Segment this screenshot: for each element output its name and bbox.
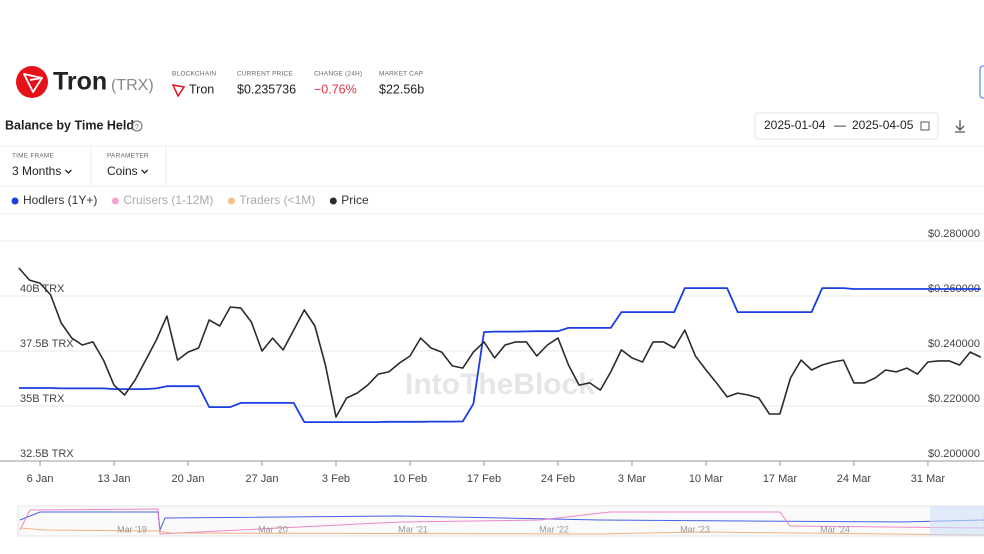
control-label: TIME FRAME — [12, 153, 55, 160]
y2-tick-label: $0.240000 — [928, 338, 980, 350]
help-mark: ? — [135, 124, 139, 131]
coin-ticker: (TRX) — [111, 77, 154, 94]
x-tick-label: 3 Mar — [618, 473, 646, 485]
legend-label[interactable]: Traders (<1M) — [239, 193, 315, 207]
navigator-line — [19, 508, 984, 535]
legend-swatch[interactable] — [11, 197, 19, 205]
x-tick-label: 24 Mar — [837, 473, 872, 485]
x-tick-label: 3 Feb — [322, 473, 350, 485]
control-value[interactable]: Coins — [107, 164, 138, 178]
x-tick-label: 10 Feb — [393, 473, 427, 485]
control-value[interactable]: 3 Months — [12, 164, 61, 178]
y2-tick-label: $0.200000 — [928, 448, 980, 460]
date-end: 2025-04-05 — [852, 118, 914, 132]
y-tick-label: 37.5B TRX — [20, 338, 74, 350]
x-tick-label: 31 Mar — [911, 473, 946, 485]
navigator-label: Mar '24 — [820, 524, 850, 534]
logo — [16, 66, 48, 98]
x-tick-label: 13 Jan — [98, 473, 131, 485]
stat-value: Tron — [189, 82, 214, 96]
x-tick-label: 20 Jan — [172, 473, 205, 485]
date-start: 2025-01-04 — [764, 118, 826, 132]
y-tick-label: 32.5B TRX — [20, 448, 74, 460]
legend-swatch[interactable] — [227, 197, 235, 205]
dropdown-caret — [64, 169, 72, 174]
x-tick-label: 10 Mar — [689, 473, 724, 485]
calendar-icon — [920, 121, 930, 131]
series-line — [18, 267, 982, 418]
navigator-label: Mar '21 — [398, 524, 428, 534]
x-tick-label: 24 Feb — [541, 473, 575, 485]
stat-label: CURRENT PRICE — [237, 71, 293, 78]
chain-icon — [171, 84, 186, 98]
x-tick-label: 17 Mar — [763, 473, 798, 485]
y-tick-label: 40B TRX — [20, 283, 65, 295]
x-tick-label: 6 Jan — [27, 473, 54, 485]
legend-label[interactable]: Hodlers (1Y+) — [23, 193, 97, 207]
navigator-label: Mar '23 — [680, 524, 710, 534]
date-range[interactable] — [754, 112, 939, 140]
date-separator: — — [834, 118, 846, 132]
stat-value: $22.56b — [379, 82, 424, 96]
navigator-window[interactable] — [930, 506, 984, 536]
navigator-label: Mar '20 — [258, 524, 288, 534]
button-edge[interactable] — [979, 65, 984, 99]
legend-swatch[interactable] — [111, 197, 119, 205]
stat-value: −0.76% — [314, 82, 357, 96]
coin-name: Tron — [53, 68, 107, 96]
control-label: PARAMETER — [107, 153, 149, 160]
panel-title: Balance by Time Held — [5, 118, 134, 132]
navigator-label: Mar '22 — [539, 524, 569, 534]
stat-label: MARKET CAP — [379, 71, 423, 78]
watermark: IntoTheBlock — [405, 368, 595, 401]
dropdown-caret — [141, 169, 149, 174]
legend-label[interactable]: Price — [341, 193, 369, 207]
stat-label: CHANGE (24H) — [314, 71, 362, 78]
x-tick-label: 27 Jan — [245, 473, 278, 485]
legend-label[interactable]: Cruisers (1-12M) — [123, 193, 213, 207]
x-tick-label: 17 Feb — [467, 473, 501, 485]
y-tick-label: 35B TRX — [20, 393, 65, 405]
download-icon[interactable] — [955, 120, 965, 133]
navigator-label: Mar '19 — [117, 524, 147, 534]
y2-tick-label: $0.220000 — [928, 393, 980, 405]
series-line — [18, 287, 981, 423]
navigator-line — [19, 511, 984, 532]
stat-label: BLOCKCHAIN — [172, 71, 216, 78]
help-icon[interactable] — [131, 120, 143, 132]
y2-tick-label: $0.280000 — [928, 228, 980, 240]
legend-swatch[interactable] — [329, 197, 337, 205]
logo-mark — [23, 73, 43, 93]
stat-value: $0.235736 — [237, 82, 296, 96]
navigator-line — [19, 527, 984, 536]
